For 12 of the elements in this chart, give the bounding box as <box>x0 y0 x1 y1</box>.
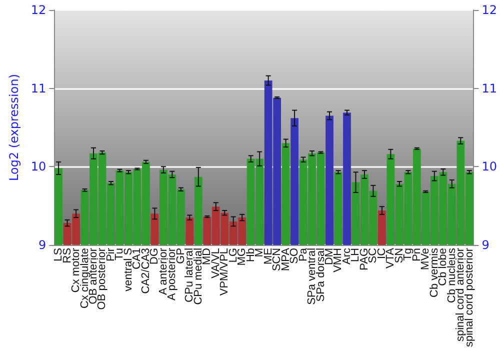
y2-tick-label: 9 <box>482 238 490 252</box>
y-tick-label: 10 <box>30 160 46 174</box>
x-tick-label: Tg <box>402 248 414 261</box>
y-axis-title: Log2 (expression) <box>7 74 21 181</box>
y-tick-label: 11 <box>30 81 46 96</box>
x-tick-label: A posterior <box>166 248 178 301</box>
y2-tick-label: 11 <box>482 81 498 96</box>
y2-tick-label: 10 <box>482 160 498 174</box>
y2-tick-label: 12 <box>482 3 498 17</box>
y-tick-label: 9 <box>38 238 46 252</box>
y-tick-label: 12 <box>30 3 46 17</box>
x-tick-label: spinal cord posterior <box>463 248 476 348</box>
